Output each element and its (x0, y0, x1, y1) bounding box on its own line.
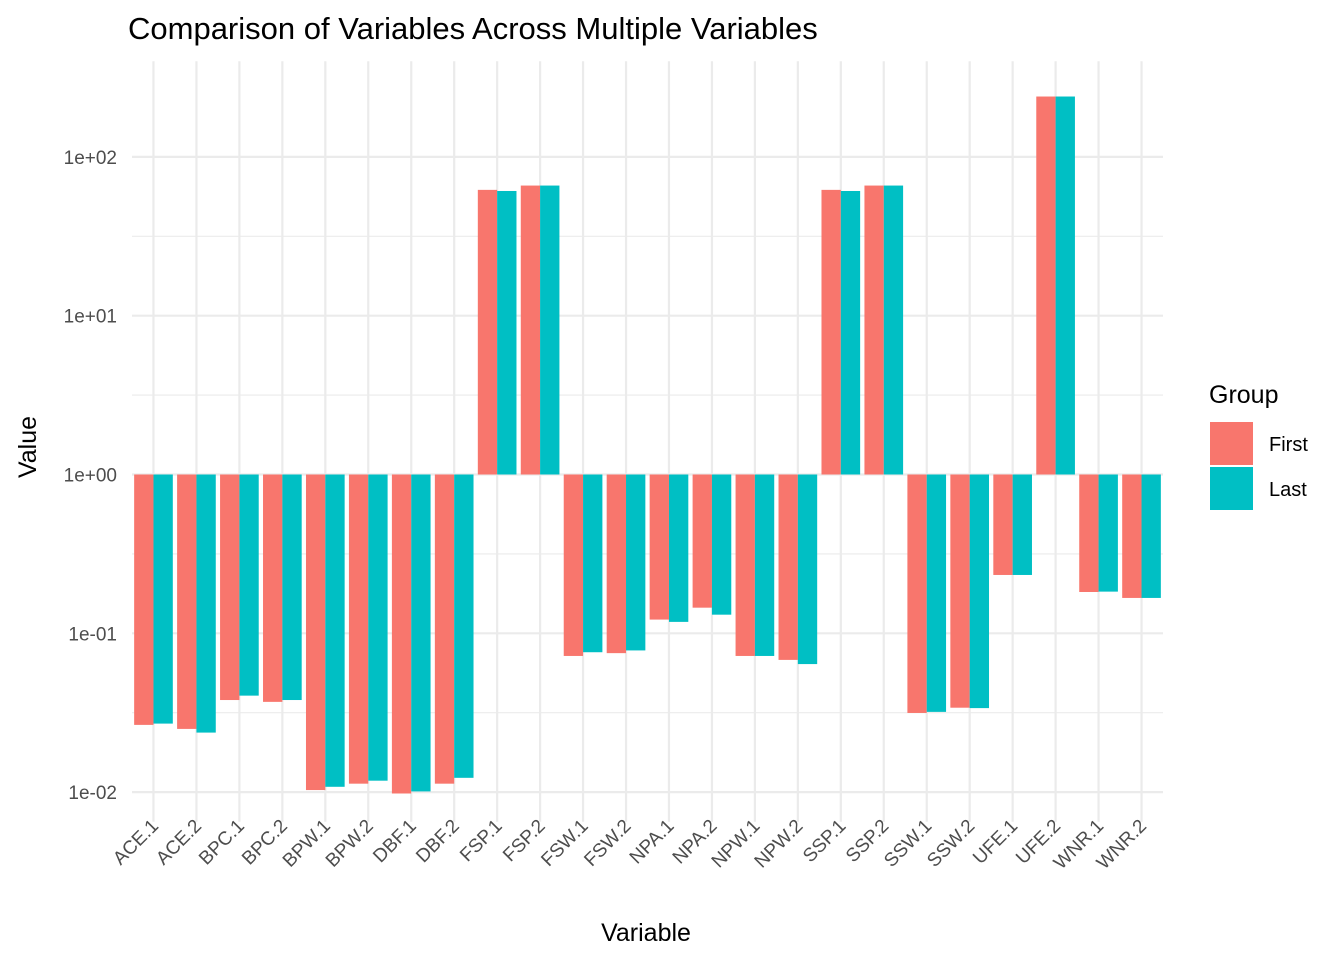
x-tick-label: SSW.2 (923, 816, 979, 872)
bar-FSP.2-first (520, 185, 541, 475)
bar-ACE.1-first (134, 474, 154, 725)
bar-NPA.2-first (692, 474, 712, 608)
y-tick-label: 1e+00 (64, 466, 117, 487)
bar-FSW.1-last (583, 474, 603, 653)
bar-BPW.1-last (325, 474, 345, 787)
y-axis-ticks: 1e-02 1e-01 1e+00 1e+01 1e+02 (64, 148, 117, 804)
y-tick-label: 1e+02 (64, 148, 117, 169)
bar-BPC.2-first (263, 474, 283, 702)
x-tick-label: SSW.1 (880, 816, 936, 872)
bar-BPW.1-first (305, 474, 326, 791)
bar-FSW.2-first (606, 474, 627, 654)
bar-NPW.2-last (797, 474, 818, 665)
bar-DBF.1-last (411, 474, 431, 792)
x-tick-label: FSP.1 (456, 816, 506, 866)
bar-FSP.1-last (497, 190, 517, 475)
bar-BPC.2-last (282, 474, 302, 701)
bar-FSP.2-last (540, 185, 560, 475)
x-tick-label: BPW.2 (322, 816, 378, 872)
bar-FSW.2-last (626, 474, 646, 651)
x-axis-ticks: ACE.1ACE.2BPC.1BPC.2BPW.1BPW.2DBF.1DBF.2… (109, 816, 1151, 874)
x-tick-label: UFE.1 (969, 816, 1022, 869)
bar-BPC.1-last (239, 474, 259, 696)
bars (134, 96, 1161, 794)
bar-WNR.2-first (1122, 474, 1142, 598)
x-tick-label: ACE.2 (152, 816, 206, 870)
legend-key-last (1210, 467, 1253, 510)
bar-ACE.2-first (177, 474, 197, 729)
bar-NPW.1-first (735, 474, 755, 656)
chart-title: Comparison of Variables Across Multiple … (128, 11, 818, 46)
bar-UFE.1-last (1012, 474, 1032, 575)
bar-WNR.1-first (1079, 474, 1099, 593)
bar-SSP.2-last (883, 185, 904, 475)
bar-FSW.1-first (563, 474, 584, 656)
x-tick-label: FSW.2 (580, 816, 635, 871)
bar-NPA.1-last (668, 474, 689, 622)
y-tick-label: 1e-02 (68, 783, 117, 804)
y-axis-title: Value (14, 416, 42, 478)
bar-SSW.2-last (969, 474, 990, 709)
y-tick-label: 1e-01 (68, 624, 117, 645)
bar-SSW.1-first (907, 474, 927, 713)
grid-lines (132, 61, 1163, 822)
x-axis-title: Variable (601, 919, 691, 947)
x-tick-label: FSW.1 (537, 816, 592, 871)
bar-BPW.2-last (368, 474, 388, 781)
bar-DBF.1-first (391, 474, 412, 794)
x-tick-label: ACE.1 (109, 816, 163, 870)
bar-NPW.2-first (778, 474, 798, 660)
x-tick-label: DBF.2 (412, 816, 463, 867)
x-tick-label: BPC.1 (195, 816, 249, 870)
bar-UFE.2-last (1055, 96, 1075, 475)
bar-UFE.1-first (993, 474, 1013, 575)
bar-WNR.2-last (1141, 474, 1161, 598)
legend-title: Group (1209, 381, 1278, 409)
legend: Group First Last (1209, 381, 1308, 510)
bar-NPA.1-first (649, 474, 669, 620)
bar-DBF.2-first (434, 474, 455, 784)
bar-BPC.1-first (220, 474, 240, 701)
bar-BPW.2-first (348, 474, 369, 784)
legend-key-first (1210, 422, 1253, 465)
bar-SSP.2-first (864, 185, 884, 475)
bar-WNR.1-last (1098, 474, 1118, 592)
x-tick-label: SSP.1 (799, 816, 850, 867)
bar-FSP.1-first (477, 189, 498, 475)
bar-ACE.2-last (196, 474, 216, 733)
bar-DBF.2-last (454, 474, 474, 778)
bar-NPW.1-last (754, 474, 775, 656)
bar-SSW.1-last (926, 474, 947, 712)
bar-SSP.1-last (840, 190, 861, 475)
bar-UFE.2-first (1036, 96, 1056, 475)
bar-SSP.1-first (821, 189, 841, 475)
y-tick-label: 1e+01 (64, 307, 117, 328)
x-tick-label: BPW.1 (279, 816, 335, 872)
bar-ACE.1-last (153, 474, 173, 724)
x-tick-label: NPA.1 (626, 816, 679, 869)
bar-NPA.2-last (711, 474, 732, 615)
legend-label: First (1269, 434, 1308, 456)
bar-SSW.2-first (950, 474, 970, 708)
x-tick-label: DBF.1 (369, 816, 420, 867)
x-tick-label: NPW.2 (751, 816, 808, 873)
legend-label: Last (1269, 479, 1307, 501)
